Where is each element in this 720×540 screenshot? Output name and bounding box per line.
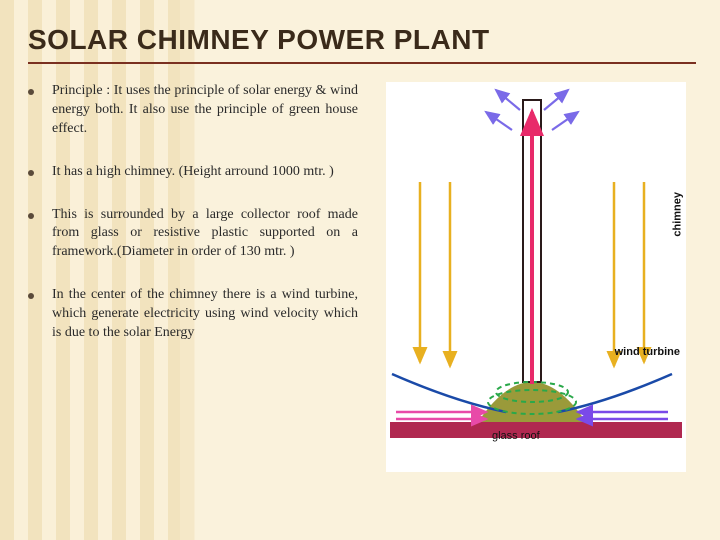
list-item: In the center of the chimney there is a … [28,286,358,343]
chimney-label: chimney [672,192,684,237]
text-column: Principle : It uses the principle of sol… [28,82,358,472]
list-item: Principle : It uses the principle of sol… [28,82,358,139]
bullet-text: It has a high chimney. (Height arround 1… [52,163,334,182]
list-item: This is surrounded by a large collector … [28,206,358,263]
bullet-icon [28,89,34,95]
solar-chimney-diagram: chimney wind turbine glass roof [386,82,686,472]
list-item: It has a high chimney. (Height arround 1… [28,163,358,182]
wind-turbine-label: wind turbine [615,346,680,358]
glass-roof-label: glass roof [492,430,540,442]
bullet-icon [28,170,34,176]
bullet-text: In the center of the chimney there is a … [52,286,358,343]
bullet-text: This is surrounded by a large collector … [52,206,358,263]
two-column-layout: Principle : It uses the principle of sol… [28,82,696,472]
bullet-icon [28,293,34,299]
bullet-icon [28,213,34,219]
diagram-column: chimney wind turbine glass roof [376,82,696,472]
slide-content: SOLAR CHIMNEY POWER PLANT Principle : It… [0,0,720,488]
bullet-text: Principle : It uses the principle of sol… [52,82,358,139]
page-title: SOLAR CHIMNEY POWER PLANT [28,24,696,64]
diagram-svg [386,82,686,472]
